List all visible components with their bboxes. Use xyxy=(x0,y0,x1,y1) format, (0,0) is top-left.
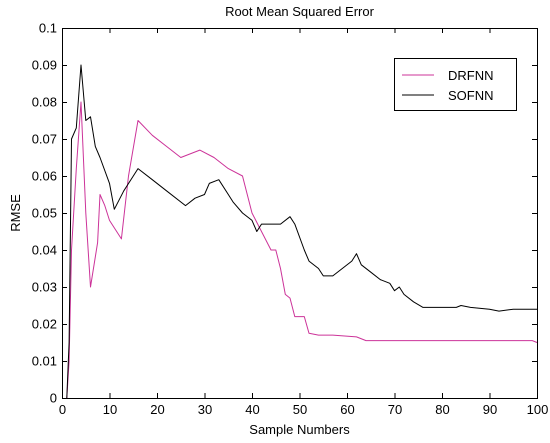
y-tick-label: 0.05 xyxy=(32,206,57,221)
y-tick-label: 0.03 xyxy=(32,280,57,295)
y-tick-label: 0 xyxy=(50,391,57,406)
series-line-drfnn xyxy=(66,101,538,399)
y-tick-label: 0.02 xyxy=(32,317,57,332)
y-tick-label: 0.07 xyxy=(32,132,57,147)
x-tick-label: 60 xyxy=(340,402,354,417)
y-tick-label: 0.09 xyxy=(32,58,57,73)
x-tick-label: 70 xyxy=(388,402,402,417)
y-tick-label: 0.01 xyxy=(32,354,57,369)
x-tick-label: 80 xyxy=(435,402,449,417)
x-axis-label: Sample Numbers xyxy=(249,422,350,437)
legend-box xyxy=(394,58,517,111)
chart-title: Root Mean Squared Error xyxy=(225,4,375,19)
legend-label-sofnn: SOFNN xyxy=(448,88,494,103)
legend: DRFNN SOFNN xyxy=(394,58,517,111)
series-line-sofnn xyxy=(66,64,537,399)
x-tick-label: 20 xyxy=(150,402,164,417)
plot-frame xyxy=(62,28,538,399)
y-axis-label: RMSE xyxy=(8,194,23,232)
legend-label-drfnn: DRFNN xyxy=(448,68,494,83)
x-tick-label: 30 xyxy=(198,402,212,417)
x-tick-label: 90 xyxy=(483,402,497,417)
y-tick-label: 0.04 xyxy=(32,243,57,258)
y-tick-label: 0.08 xyxy=(32,95,57,110)
x-tick-label: 40 xyxy=(245,402,259,417)
x-tick-label: 50 xyxy=(293,402,307,417)
axis-ticks: 0 10 20 30 40 50 60 70 80 90 100 0 0.01 0.02 0.03 0.04 0… xyxy=(32,21,549,418)
y-tick-label: 0.1 xyxy=(39,21,57,36)
x-tick-label: 100 xyxy=(527,402,549,417)
y-tick-label: 0.06 xyxy=(32,169,57,184)
x-tick-label: 10 xyxy=(103,402,117,417)
series-lines xyxy=(66,64,538,399)
x-tick-label: 0 xyxy=(59,402,66,417)
